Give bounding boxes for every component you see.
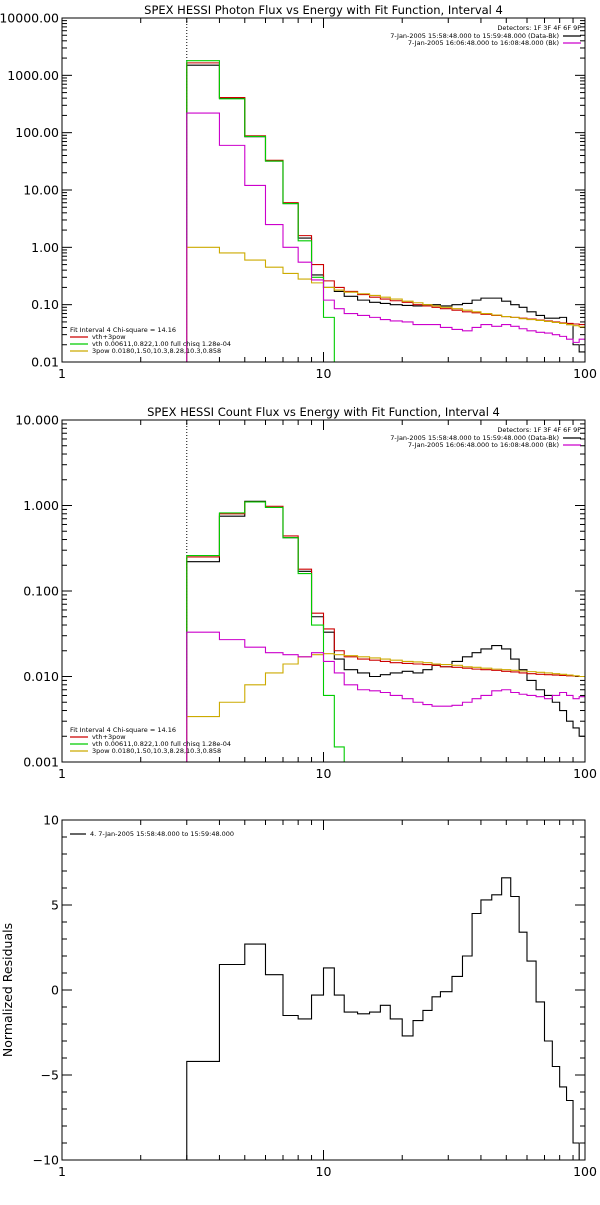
legend-entry: 3pow 0.0180,1.50,10.3,8.28,10.3,0.858 [92, 747, 221, 755]
plot-area [186, 60, 585, 362]
series-2-line [186, 501, 345, 762]
axes-frame [61, 819, 586, 1161]
series-0-line [186, 877, 585, 1160]
x-tick-label: 10 [316, 366, 332, 381]
y-tick-label: 0.100 [23, 584, 59, 599]
legend-entry: vth 0.00611,0.822,1.00 full chisq 1.28e-… [92, 740, 231, 748]
x-tick-label: 1 [58, 1164, 66, 1179]
y-axis-ticks [62, 20, 585, 363]
legend-detectors: Detectors: 1F 3F 4F 6F 9F [497, 24, 581, 32]
legend-entry: vth+3pow [92, 733, 126, 741]
chart-title: SPEX HESSI Count Flux vs Energy with Fit… [147, 405, 500, 419]
legend-entry: 7-Jan-2005 15:58:48.000 to 15:59:48.000 … [390, 434, 559, 442]
y-tick-label: 0.10 [31, 297, 59, 312]
plot-area [186, 500, 585, 762]
legend-entry: 4. 7-Jan-2005 15:58:48.000 to 15:59:48.0… [90, 830, 234, 838]
y-tick-label: 10.00 [23, 183, 59, 198]
legend-entry: 7-Jan-2005 16:06:48.000 to 16:08:48.000 … [408, 39, 559, 47]
x-tick-label: 100 [573, 1164, 597, 1179]
x-axis-ticks [61, 18, 574, 362]
axes-frame [61, 17, 586, 363]
y-tick-label: 0.001 [23, 755, 59, 770]
y-tick-label: 0 [51, 983, 59, 998]
y-axis-ticks [62, 423, 585, 763]
legend-entry: 7-Jan-2005 15:58:48.000 to 15:59:48.000 … [390, 32, 559, 40]
legend-entry: vth+3pow [92, 333, 126, 341]
y-tick-label: 10.000 [15, 413, 59, 428]
x-tick-label: 10 [316, 766, 332, 781]
series-1-line [186, 501, 585, 762]
x-tick-label: 100 [573, 366, 597, 381]
y-tick-label: 0.01 [31, 355, 59, 370]
legend-fit-header: Fit Interval 4 Chi-square = 14.16 [70, 726, 176, 734]
x-tick-label: 1 [58, 766, 66, 781]
legend-detectors: Detectors: 1F 3F 4F 6F 9F [497, 426, 581, 434]
y-tick-label: −5 [41, 1068, 59, 1083]
y-tick-label: 1.00 [31, 240, 59, 255]
x-tick-label: 100 [573, 766, 597, 781]
series-4-line [186, 112, 585, 362]
y-tick-label: 1000.00 [7, 68, 59, 83]
y-axis-label: Normalized Residuals [0, 923, 15, 1057]
y-tick-label: −10 [33, 1153, 59, 1168]
legend-entry: vth 0.00611,0.822,1.00 full chisq 1.28e-… [92, 340, 231, 348]
y-tick-label: 1.000 [23, 498, 59, 513]
chart-title: SPEX HESSI Photon Flux vs Energy with Fi… [144, 3, 503, 17]
series-4-line [186, 631, 585, 762]
y-tick-label: 5 [51, 898, 59, 913]
panel-1: SPEX HESSI Photon Flux vs Energy with Fi… [0, 3, 597, 381]
plot-area [186, 877, 585, 1160]
legend-entry: 7-Jan-2005 16:06:48.000 to 16:08:48.000 … [408, 441, 559, 449]
panel-2: SPEX HESSI Count Flux vs Energy with Fit… [15, 405, 597, 781]
legend-fit-header: Fit Interval 4 Chi-square = 14.16 [70, 326, 176, 334]
series-3-line [186, 246, 585, 362]
x-tick-label: 10 [316, 1164, 332, 1179]
panel-3: Normalized Residuals 1 10 100 −10 −5 0 5 10 4. 7-… [0, 813, 597, 1180]
y-tick-label: 10000.00 [0, 11, 59, 26]
series-2-line [186, 60, 345, 362]
x-tick-label: 1 [58, 366, 66, 381]
y-tick-label: 0.010 [23, 669, 59, 684]
axes-frame [61, 419, 586, 763]
legend-entry: 3pow 0.0180,1.50,10.3,8.28,10.3,0.858 [92, 347, 221, 355]
y-tick-label: 100.00 [15, 125, 59, 140]
y-tick-label: 10 [43, 813, 59, 828]
